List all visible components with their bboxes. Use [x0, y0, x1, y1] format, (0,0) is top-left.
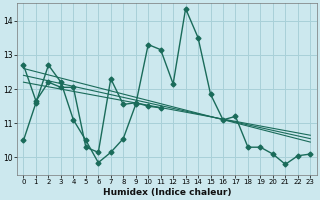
X-axis label: Humidex (Indice chaleur): Humidex (Indice chaleur): [103, 188, 231, 197]
